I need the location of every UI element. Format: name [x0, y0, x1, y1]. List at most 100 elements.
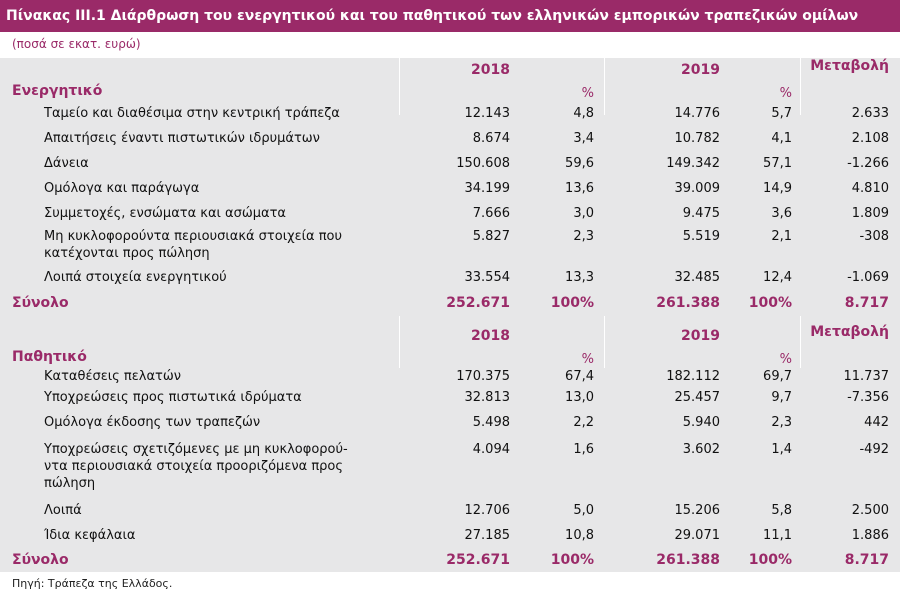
percent-2019: 3,6: [771, 206, 792, 221]
change-value: 2.633: [851, 106, 889, 121]
total-change: 8.717: [844, 295, 889, 311]
change-value: 1.809: [851, 206, 889, 221]
row-label: Ταμείο και διαθέσιμα στην κεντρική τράπε…: [44, 106, 340, 121]
change-value: -308: [859, 229, 889, 244]
value-2019: 5.940: [682, 415, 720, 430]
source-note: Πηγή: Τράπεζα της Ελλάδος.: [12, 577, 173, 590]
value-2019: 32.485: [674, 270, 721, 285]
total-2019: 261.388: [656, 552, 720, 568]
value-2018: 8.674: [472, 131, 510, 146]
change-value: 11.737: [843, 369, 890, 384]
change-value: 1.886: [851, 528, 889, 543]
column-separator: [800, 316, 801, 368]
percent-2018: 3,4: [573, 131, 594, 146]
percent-2018: 13,6: [565, 181, 594, 196]
value-2019: 9.475: [682, 206, 720, 221]
row-label: Συμμετοχές, ενσώματα και ασώματα: [44, 206, 286, 221]
change-value: -1.069: [847, 270, 889, 285]
total-2018: 252.671: [446, 552, 510, 568]
value-2019: 15.206: [674, 503, 721, 518]
percent-2018: 10,8: [565, 528, 594, 543]
row-label: Απαιτήσεις έναντι πιστωτικών ιδρυμάτων: [44, 131, 320, 146]
value-2019: 182.112: [666, 369, 720, 384]
value-2018: 5.827: [472, 229, 510, 244]
change-value: 4.810: [851, 181, 889, 196]
row-label: Ομόλογα έκδοσης των τραπεζών: [44, 415, 261, 430]
percent-2019: 12,4: [763, 270, 792, 285]
value-2018: 12.143: [464, 106, 511, 121]
percent-2018: 2,3: [573, 229, 594, 244]
value-2018: 34.199: [464, 181, 511, 196]
percent-2018-header: %: [581, 86, 594, 101]
total-label: Σύνολο: [12, 295, 69, 311]
section-title: Ενεργητικό: [12, 83, 103, 99]
change-value: -7.356: [847, 390, 889, 405]
total-percent-2018: 100%: [550, 552, 594, 568]
total-percent-2018: 100%: [550, 295, 594, 311]
percent-2018: 5,0: [573, 503, 594, 518]
year-2019-header: 2019: [681, 328, 720, 344]
percent-2018: 13,0: [565, 390, 594, 405]
percent-2018: 67,4: [565, 369, 594, 384]
total-percent-2019: 100%: [748, 295, 792, 311]
percent-2019-header: %: [779, 86, 792, 101]
change-header: Μεταβολή: [810, 324, 889, 340]
change-value: 442: [864, 415, 889, 430]
percent-2018: 3,0: [573, 206, 594, 221]
value-2019: 25.457: [674, 390, 721, 405]
change-value: 2.108: [851, 131, 889, 146]
column-separator: [800, 58, 801, 115]
row-label: Υποχρεώσεις σχετιζόμενες με μη κυκλοφορο…: [44, 442, 348, 457]
change-value: -1.266: [847, 156, 889, 171]
value-2019: 3.602: [682, 442, 720, 457]
year-2018-header: 2018: [471, 62, 510, 78]
row-label: ντα περιουσιακά στοιχεία προοριζόμενα πρ…: [44, 459, 343, 474]
percent-2018: 4,8: [573, 106, 594, 121]
change-value: 2.500: [851, 503, 889, 518]
value-2018: 32.813: [464, 390, 511, 405]
percent-2019: 5,7: [771, 106, 792, 121]
percent-2019: 5,8: [771, 503, 792, 518]
row-label: κατέχονται προς πώληση: [44, 246, 210, 261]
percent-2018: 59,6: [565, 156, 594, 171]
value-2018: 7.666: [472, 206, 510, 221]
row-label: Λοιπά: [44, 503, 82, 518]
percent-2019-header: %: [779, 352, 792, 367]
value-2018: 5.498: [472, 415, 510, 430]
value-2018: 33.554: [464, 270, 511, 285]
percent-2019: 69,7: [763, 369, 792, 384]
row-label: Λοιπά στοιχεία ενεργητικού: [44, 270, 227, 285]
row-label: Μη κυκλοφορούντα περιουσιακά στοιχεία πο…: [44, 229, 343, 244]
value-2019: 10.782: [674, 131, 721, 146]
percent-2019: 9,7: [771, 390, 792, 405]
total-percent-2019: 100%: [748, 552, 792, 568]
total-change: 8.717: [844, 552, 889, 568]
section-title: Παθητικό: [12, 349, 87, 365]
percent-2019: 2,3: [771, 415, 792, 430]
percent-2019: 11,1: [763, 528, 792, 543]
percent-2019: 4,1: [771, 131, 792, 146]
total-label: Σύνολο: [12, 552, 69, 568]
value-2019: 5.519: [682, 229, 720, 244]
column-separator: [604, 58, 605, 115]
value-2019: 39.009: [674, 181, 721, 196]
table-title: Πίνακας ΙΙΙ.1 Διάρθρωση του ενεργητικού …: [0, 0, 900, 32]
change-header: Μεταβολή: [810, 58, 889, 74]
value-2019: 149.342: [666, 156, 720, 171]
value-2018: 170.375: [456, 369, 510, 384]
percent-2019: 14,9: [763, 181, 792, 196]
percent-2018-header: %: [581, 352, 594, 367]
percent-2019: 57,1: [763, 156, 792, 171]
percent-2018: 13,3: [565, 270, 594, 285]
change-value: -492: [859, 442, 889, 457]
column-separator: [399, 316, 400, 368]
row-label: Δάνεια: [44, 156, 89, 171]
year-2019-header: 2019: [681, 62, 720, 78]
total-2019: 261.388: [656, 295, 720, 311]
table-background: [0, 58, 900, 572]
row-label: Υποχρεώσεις προς πιστωτικά ιδρύματα: [44, 390, 302, 405]
column-separator: [604, 316, 605, 368]
percent-2019: 2,1: [771, 229, 792, 244]
year-2018-header: 2018: [471, 328, 510, 344]
row-label: Ίδια κεφάλαια: [44, 528, 136, 543]
